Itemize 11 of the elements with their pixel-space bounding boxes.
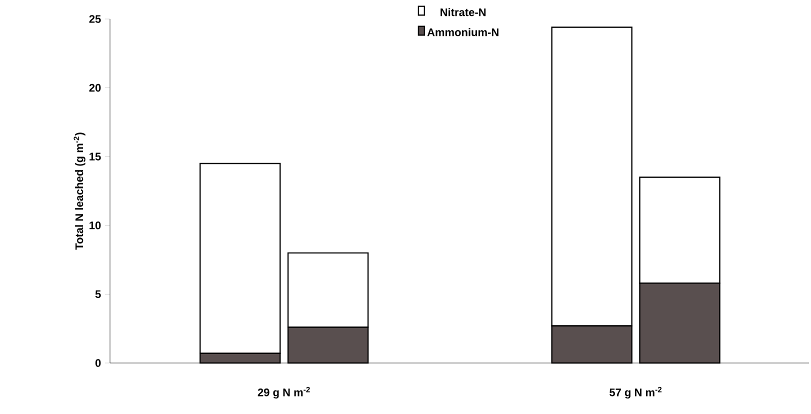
y-tick-label: 20 xyxy=(89,84,101,92)
y-tick-label: 0 xyxy=(95,359,101,367)
text: 29 g N m$^{-2}$ xyxy=(258,386,310,399)
y-axis-title: Total N leached (g m$^{-2}$) xyxy=(74,132,86,250)
text: 57 g N m$^{-2}$ xyxy=(610,386,662,399)
y-tick-label: 15 xyxy=(90,152,101,160)
y-tick-label: 25 xyxy=(89,15,101,23)
y-tick-label: 5 xyxy=(95,290,101,298)
legend-label: Nitrate-N xyxy=(440,8,486,16)
y-tick-label: 10 xyxy=(90,222,101,230)
legend-label: Ammonium-N xyxy=(427,28,498,36)
